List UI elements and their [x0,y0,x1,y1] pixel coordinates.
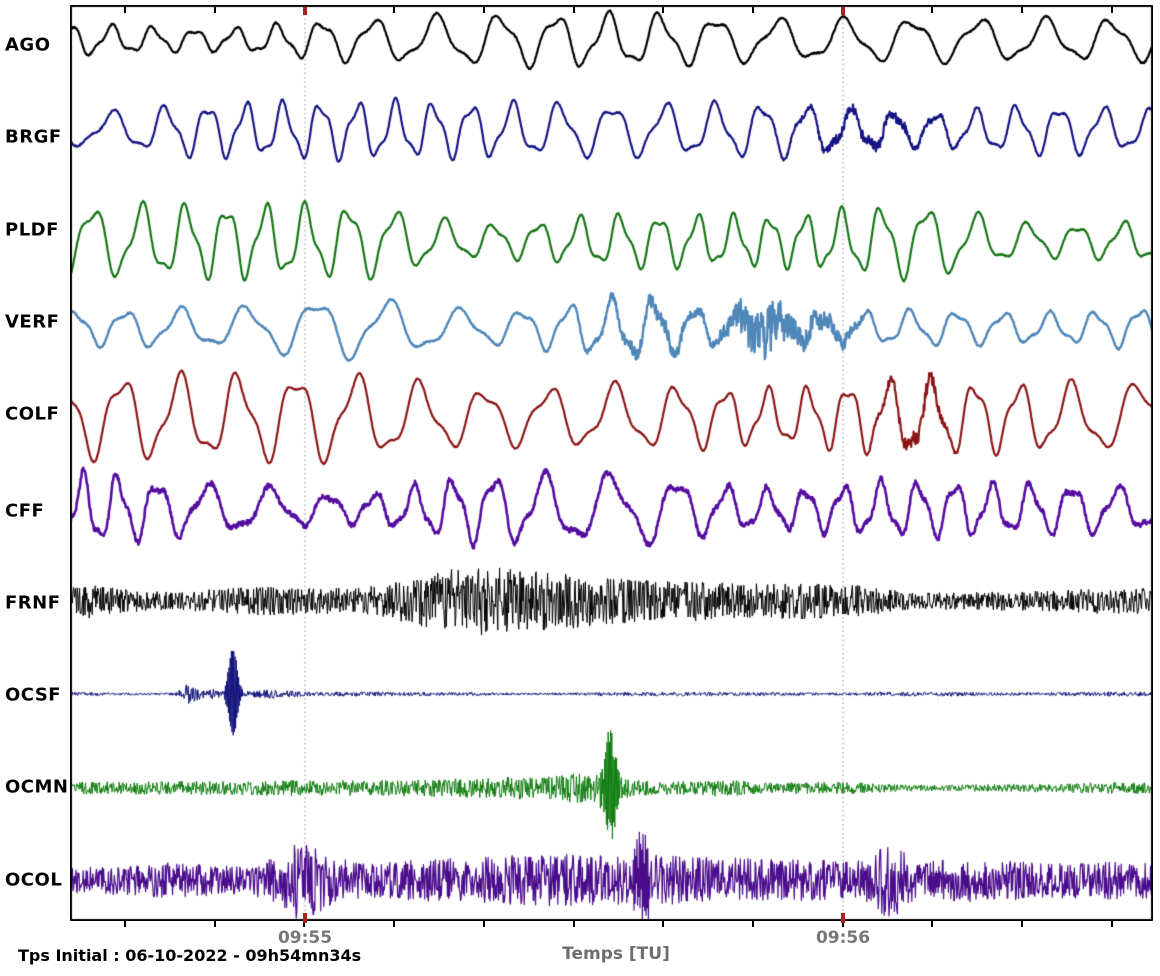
axis-minor-tick [751,7,754,13]
station-label-brgf: BRGF [5,126,62,148]
axis-minor-tick [393,921,396,927]
axis-major-tick [841,913,845,923]
axis-minor-tick [662,7,665,13]
station-label-ocsf: OCSF [5,684,62,706]
station-label-cff: CFF [5,500,45,522]
axis-major-tick [303,7,307,15]
axis-minor-tick [393,7,396,13]
x-axis-title: Temps [TU] [562,944,670,964]
station-label-ocmn: OCMN [5,776,69,798]
axis-minor-tick [751,921,754,927]
station-label-frnf: FRNF [5,592,61,614]
axis-minor-tick [124,921,126,927]
axis-minor-tick [482,921,485,927]
axis-minor-tick [1021,7,1023,13]
axis-minor-tick [482,7,485,13]
axis-minor-tick [213,7,216,13]
initial-time-text: Tps Initial : 06-10-2022 - 09h54mn34s [18,946,362,965]
station-label-ocol: OCOL [5,869,63,891]
station-label-verf: VERF [5,311,60,333]
xtick-label-0955: 09:55 [277,928,333,948]
axis-minor-tick [572,7,575,13]
axis-minor-tick [931,7,934,13]
xtick-label-0956: 09:56 [815,928,871,948]
axis-minor-tick [662,921,665,927]
axis-minor-tick [124,7,126,13]
station-label-ago: AGO [5,34,51,56]
axis-minor-tick [572,921,575,927]
axis-minor-tick [1021,921,1023,927]
axis-minor-tick [213,921,216,927]
axis-minor-tick [1110,921,1113,927]
axis-minor-tick [1110,7,1113,13]
axis-major-tick [303,913,307,923]
axis-major-tick [841,7,845,15]
station-label-pldf: PLDF [5,219,59,241]
seismogram-canvas [70,5,1153,921]
axis-minor-tick [303,921,306,927]
axis-minor-tick [931,921,934,927]
station-label-colf: COLF [5,403,60,425]
axis-minor-tick [841,921,844,927]
